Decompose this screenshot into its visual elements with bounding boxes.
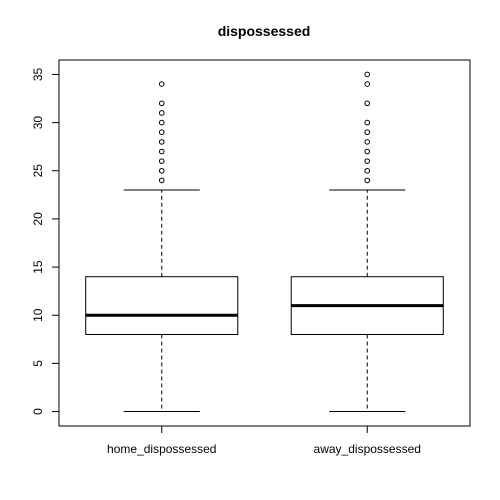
box-home_dispossessed	[85, 81, 239, 413]
y-tick-label: 0	[31, 408, 45, 415]
y-tick-label: 20	[31, 212, 45, 226]
outlier-point	[364, 158, 371, 164]
y-tick-label: 10	[31, 308, 45, 322]
outlier-point	[364, 100, 371, 107]
outlier-point	[364, 81, 371, 87]
outlier-point	[158, 100, 165, 107]
outlier-point	[158, 139, 165, 145]
outlier-point	[364, 148, 371, 155]
y-tick-label: 25	[31, 164, 45, 178]
outlier-point	[158, 129, 165, 136]
y-tick-label: 5	[31, 360, 45, 367]
plot-frame	[58, 59, 471, 427]
outlier-point	[364, 71, 371, 78]
x-tick-label: home_dispossessed	[107, 442, 216, 456]
iqr-box	[85, 276, 239, 336]
outlier-point	[158, 110, 165, 116]
outlier-point	[158, 167, 165, 174]
outlier-point	[364, 129, 371, 136]
y-tick-label: 15	[31, 260, 45, 274]
outlier-point	[158, 148, 165, 155]
outlier-point	[158, 81, 165, 87]
y-tick-label: 35	[31, 67, 45, 81]
chart-title: dispossessed	[218, 23, 311, 39]
outlier-point	[158, 158, 165, 164]
y-axis: 0 5 10 15 20 25 30 35	[31, 67, 60, 415]
boxes-group	[85, 71, 444, 413]
outlier-point	[364, 139, 371, 145]
outlier-point	[158, 119, 165, 126]
box-away_dispossessed	[290, 71, 444, 413]
outlier-point	[364, 177, 371, 184]
outlier-point	[364, 119, 371, 126]
outlier-point	[364, 167, 371, 174]
y-tick-label: 30	[31, 116, 45, 130]
x-axis: home_dispossessed away_dispossessed	[107, 425, 421, 456]
x-tick-label: away_dispossessed	[314, 442, 421, 456]
outlier-point	[158, 177, 165, 184]
